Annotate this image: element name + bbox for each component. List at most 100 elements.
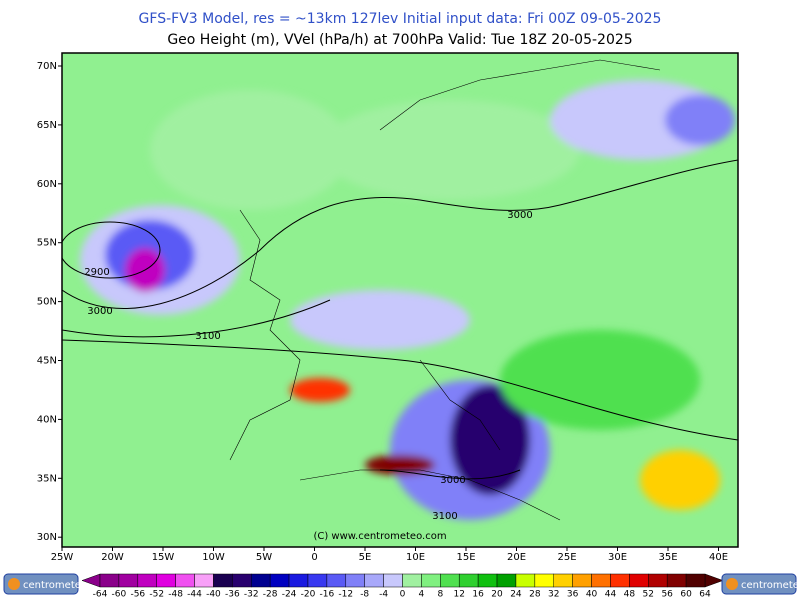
colorbar-swatch (175, 573, 195, 588)
colorbar-label: -28 (263, 590, 278, 600)
colorbar-label: 0 (400, 590, 406, 600)
colorbar-label: 20 (491, 590, 503, 600)
colorbar-swatch (99, 573, 120, 588)
colorbar-swatch (477, 573, 498, 588)
lat-label: 60N (37, 179, 57, 190)
contour-label: 3100 (195, 331, 220, 342)
logo-text: centrometeo (741, 580, 800, 591)
colorbar-label: -24 (282, 590, 297, 600)
colorbar-label: 48 (624, 590, 636, 600)
colorbar-label: -52 (149, 590, 164, 600)
lat-label: 30N (37, 532, 57, 543)
colorbar-label: 12 (453, 590, 464, 600)
credit: (C) www.centrometeo.com (313, 531, 446, 542)
colorbar-label: 28 (529, 590, 541, 600)
colorbar-label: 24 (510, 590, 522, 600)
colorbar-swatch (648, 573, 668, 588)
lon-label: 5E (359, 552, 372, 563)
colorbar-swatch (515, 573, 536, 588)
lon-label: 25W (51, 552, 74, 563)
colorbar-swatch (458, 573, 479, 588)
logo-text: centrometeo (23, 580, 87, 591)
lon-label: 0 (311, 552, 317, 563)
contour-label: 3100 (432, 511, 457, 522)
colorbar-label: -44 (187, 590, 202, 600)
lon-label: 25E (557, 552, 576, 563)
colorbar-label: 44 (605, 590, 617, 600)
logo-box (721, 573, 797, 595)
colorbar-swatch (364, 573, 384, 588)
contour-label: 3000 (507, 210, 532, 221)
colorbar-label: 60 (680, 590, 692, 600)
colorbar-label: -16 (320, 590, 335, 600)
colorbar-label: 52 (643, 590, 654, 600)
colorbar-arrow-right (704, 573, 724, 588)
colorbar-label: -4 (379, 590, 388, 600)
colorbar-label: -48 (168, 590, 183, 600)
colorbar-label: 56 (661, 590, 673, 600)
colorbar-swatch (345, 573, 365, 588)
colorbar-swatch (118, 573, 139, 588)
colorbar-swatch (269, 573, 290, 588)
colorbar-label: -8 (360, 590, 369, 600)
colorbar-label: -40 (206, 590, 221, 600)
colorbar-swatch (156, 573, 176, 588)
colorbar-swatch (572, 573, 592, 588)
lon-label: 40E (709, 552, 728, 563)
colorbar-label: -20 (301, 590, 316, 600)
colorbar-label: 8 (437, 590, 443, 600)
lon-label: 35E (658, 552, 677, 563)
contour-label: 3000 (440, 475, 465, 486)
colorbar-label: 4 (419, 590, 425, 600)
colorbar-swatch (383, 573, 403, 588)
logo-icon (726, 578, 738, 590)
contour-label: 2900 (84, 267, 109, 278)
colorbar-label: 32 (548, 590, 559, 600)
colorbar-label: -60 (112, 590, 127, 600)
colorbar-swatch (610, 573, 630, 588)
lon-label: 15E (456, 552, 475, 563)
lon-label: 10W (202, 552, 225, 563)
lon-label: 30E (608, 552, 627, 563)
colorbar-swatch (213, 573, 233, 588)
colorbar-label: -12 (338, 590, 353, 600)
colorbar-label: -36 (225, 590, 240, 600)
logo-icon (8, 578, 20, 590)
lat-label: 65N (37, 120, 57, 131)
subtitle: Geo Height (m), VVel (hPa/h) at 700hPa V… (167, 32, 632, 48)
lon-label: 20W (101, 552, 124, 563)
lon-label: 15W (152, 552, 175, 563)
colorbar-swatch (496, 573, 517, 588)
contour-label: 3000 (87, 306, 112, 317)
colorbar-label: -32 (244, 590, 259, 600)
colorbar-swatch (307, 573, 328, 588)
colorbar-swatch (251, 573, 271, 588)
colorbar-swatch (629, 573, 649, 588)
colorbar-swatch (553, 573, 573, 588)
colorbar-label: -56 (130, 590, 145, 600)
lat-label: 55N (37, 238, 57, 249)
lon-label: 5W (256, 552, 272, 563)
colorbar-label: 40 (586, 590, 598, 600)
colorbar-swatch (137, 573, 157, 588)
lon-label: 10E (406, 552, 425, 563)
colorbar-swatch (326, 573, 347, 588)
title: GFS-FV3 Model, res = ~13km 127lev Initia… (139, 11, 662, 27)
colorbar-label: 64 (699, 590, 711, 600)
map-frame (61, 52, 739, 548)
colorbar-swatch (534, 573, 554, 588)
colorbar-swatch (232, 573, 252, 588)
lat-label: 35N (37, 473, 57, 484)
colorbar-label: 16 (472, 590, 484, 600)
lat-label: 40N (37, 414, 57, 425)
lat-label: 70N (37, 61, 57, 72)
colorbar-swatch (440, 573, 460, 588)
colorbar-swatch (402, 573, 422, 588)
colorbar-swatch (288, 573, 309, 588)
map-field (62, 53, 738, 547)
lat-label: 45N (37, 356, 57, 367)
colorbar-swatch (421, 573, 441, 588)
lat-label: 50N (37, 297, 57, 308)
colorbar-swatch (685, 573, 706, 588)
